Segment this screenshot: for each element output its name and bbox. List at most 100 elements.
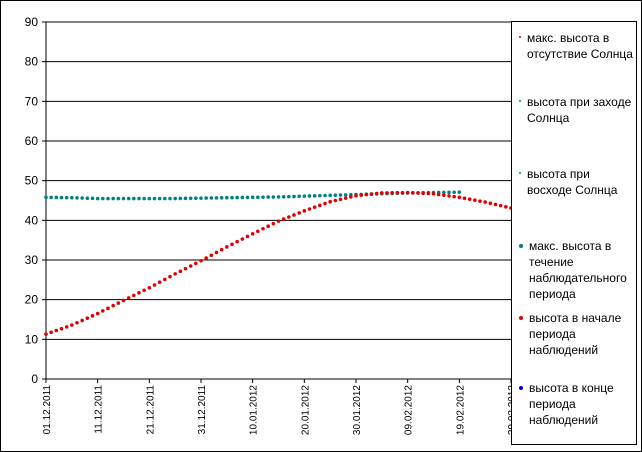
- data-point-series-3: [447, 190, 451, 195]
- data-point-series-4: [343, 196, 348, 200]
- data-point-series-4: [312, 205, 317, 209]
- data-point-series-3: [287, 194, 291, 199]
- data-point-series-4: [488, 201, 493, 206]
- data-point-series-4: [400, 190, 405, 195]
- data-point-series-3: [276, 195, 281, 199]
- x-tick-label: 21.12.2011: [145, 385, 156, 435]
- data-point-series-3: [163, 196, 167, 201]
- data-point-series-3: [250, 195, 255, 200]
- data-point-series-4: [142, 288, 146, 293]
- data-point-series-4: [80, 318, 84, 323]
- data-point-series-3: [101, 196, 105, 201]
- data-point-series-4: [194, 261, 198, 266]
- y-tick-label: 80: [25, 55, 39, 69]
- data-point-series-4: [214, 250, 219, 255]
- legend-label: высота при заходе Солнца: [527, 95, 632, 125]
- y-tick-label: 30: [25, 253, 39, 267]
- data-point-series-4: [54, 328, 59, 333]
- data-point-series-4: [493, 202, 498, 207]
- x-tick-label: 19.02.2012: [455, 385, 466, 435]
- data-point-series-4: [261, 226, 265, 231]
- data-point-series-4: [250, 232, 255, 236]
- data-point-series-4: [163, 277, 167, 282]
- data-point-series-4: [126, 296, 131, 300]
- y-tick-label: 10: [25, 332, 39, 346]
- x-tick-label: 01.12.2011: [42, 385, 53, 435]
- data-point-series-3: [266, 195, 270, 199]
- data-point-series-4: [230, 242, 234, 247]
- data-points: [44, 190, 518, 336]
- data-point-series-4: [59, 326, 64, 331]
- data-point-series-4: [436, 192, 441, 197]
- data-point-series-3: [126, 196, 131, 201]
- data-point-series-3: [312, 194, 317, 198]
- data-point-series-4: [504, 205, 508, 209]
- data-point-series-3: [230, 195, 234, 200]
- data-point-series-4: [183, 266, 188, 271]
- data-point-series-4: [287, 215, 291, 219]
- data-point-series-4: [245, 234, 250, 239]
- data-point-series-3: [106, 196, 110, 201]
- data-point-series-4: [178, 269, 183, 274]
- data-point-series-4: [359, 193, 363, 197]
- data-point-series-3: [457, 190, 462, 194]
- y-tick-label: 0: [31, 372, 38, 386]
- legend-label: высота при восходе Солнца: [527, 167, 618, 197]
- data-point-series-4: [467, 197, 472, 202]
- legend-marker: [519, 36, 521, 38]
- data-point-series-4: [328, 199, 332, 204]
- data-point-series-4: [292, 213, 296, 217]
- data-point-series-4: [276, 219, 281, 223]
- legend-entry-sunset: высота при заходе Солнца: [516, 94, 634, 126]
- data-point-series-4: [266, 224, 270, 229]
- data-point-series-3: [245, 195, 250, 200]
- data-point-series-4: [498, 203, 503, 208]
- data-point-series-4: [478, 199, 482, 203]
- data-point-series-3: [323, 193, 327, 198]
- data-point-series-3: [44, 195, 48, 200]
- data-point-series-4: [447, 194, 451, 198]
- data-point-series-4: [219, 247, 224, 252]
- data-point-series-4: [132, 293, 136, 298]
- data-point-series-3: [199, 196, 203, 200]
- legend-marker: [519, 172, 521, 174]
- data-point-series-4: [204, 256, 208, 260]
- y-tick-label: 50: [25, 174, 39, 188]
- data-point-series-3: [80, 196, 84, 200]
- gridlines: [46, 21, 511, 340]
- data-point-series-4: [462, 196, 467, 201]
- x-tick-label: 11.12.2011: [94, 385, 105, 434]
- data-point-series-4: [281, 217, 286, 221]
- data-point-series-3: [59, 195, 64, 200]
- data-point-series-4: [271, 221, 276, 226]
- data-point-series-4: [116, 301, 121, 305]
- data-point-series-4: [426, 191, 431, 196]
- data-point-series-4: [421, 191, 425, 196]
- data-point-series-3: [90, 196, 95, 201]
- data-point-series-4: [95, 311, 100, 316]
- y-tick-label: 70: [25, 94, 39, 108]
- data-point-series-4: [307, 207, 312, 211]
- x-tick-label: 20.01.2012: [300, 385, 311, 435]
- x-tick-label: 31.12.2011: [197, 385, 208, 435]
- data-point-series-3: [49, 195, 53, 200]
- data-point-series-4: [121, 298, 126, 303]
- data-point-series-3: [333, 193, 338, 197]
- data-point-series-4: [452, 194, 456, 199]
- data-point-series-4: [395, 190, 400, 195]
- data-point-series-4: [405, 190, 410, 195]
- legend-label: макс. высота в течение наблюдательного п…: [529, 239, 627, 301]
- legend-marker: [519, 244, 523, 248]
- data-point-series-4: [369, 192, 374, 196]
- legend-marker: [519, 316, 523, 320]
- legend-entry-max-no-sun: макс. высота в отсутствие Солнца: [516, 30, 634, 62]
- data-point-series-3: [235, 195, 239, 200]
- data-point-series-4: [168, 274, 172, 279]
- data-point-series-3: [152, 196, 157, 201]
- data-point-series-3: [173, 196, 177, 201]
- data-point-series-3: [188, 196, 193, 201]
- data-point-series-4: [333, 198, 338, 203]
- data-point-series-4: [483, 200, 487, 204]
- data-point-series-3: [132, 196, 136, 201]
